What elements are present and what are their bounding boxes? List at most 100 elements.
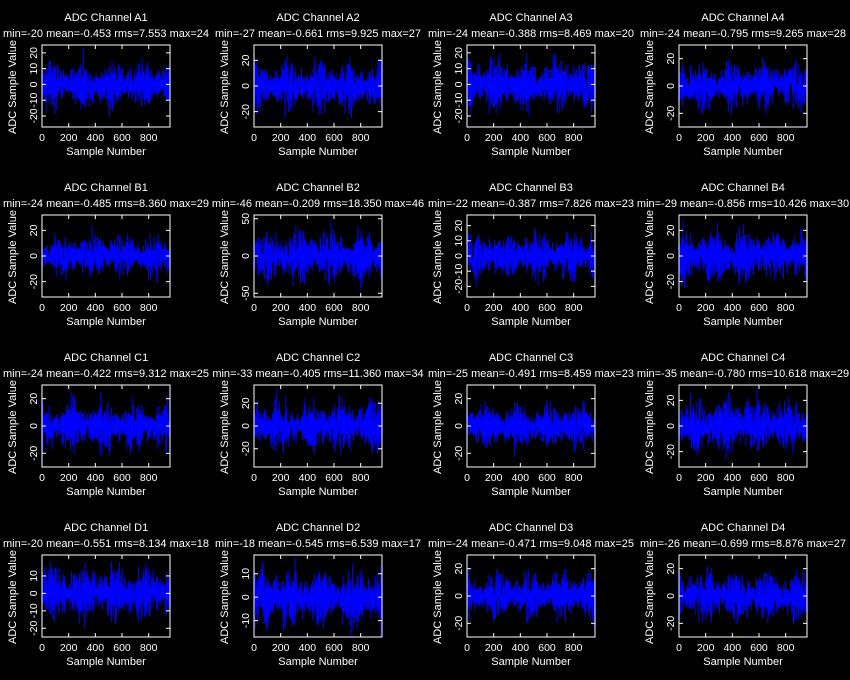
x-tick-label: 600 xyxy=(113,132,131,144)
x-tick-label: 400 xyxy=(299,302,317,314)
y-tick-label: -20 xyxy=(665,274,677,289)
chart-panel: ADC Channel C2 min=-33 mean=-0.405 rms=11… xyxy=(212,340,424,510)
y-tick-label: -20 xyxy=(665,106,677,121)
y-tick-label: -20 xyxy=(665,444,677,459)
plot-area: 0 200 400 600 800 -20-10 0 10 20 xyxy=(453,44,596,144)
x-axis-label: Sample Number xyxy=(703,486,783,498)
signal-trace xyxy=(466,227,596,288)
signal-trace xyxy=(253,388,383,455)
x-tick-label: 0 xyxy=(251,302,257,314)
axes-frame xyxy=(41,554,171,638)
plot-area: 0 200 400 600 800 -20 0 20 xyxy=(665,554,808,654)
y-tick-label: 0 xyxy=(240,253,252,259)
x-tick-label: 800 xyxy=(352,472,370,484)
x-tick-label: 0 xyxy=(39,132,45,144)
chart-title: ADC Channel C3 xyxy=(488,352,574,364)
chart-stats: min=-24 mean=-0.422 rms=9.312 max=25 xyxy=(2,368,210,380)
plot-area: 0 200 400 600 800 -10 0 10 xyxy=(240,554,383,654)
signal-trace xyxy=(41,226,171,284)
chart-title: ADC Channel B1 xyxy=(64,182,148,194)
x-tick-label: 0 xyxy=(464,302,470,314)
x-axis-label: Sample Number xyxy=(491,486,571,498)
y-tick-label: 20 xyxy=(240,397,252,409)
chart-stats: min=-27 mean=-0.661 rms=9.925 max=27 xyxy=(214,28,422,40)
y-tick-label: 10 xyxy=(28,570,40,582)
chart-panel: ADC Channel B2 min=-46 mean=-0.209 rms=18… xyxy=(212,170,424,340)
x-tick-label: 200 xyxy=(697,302,715,314)
x-tick-label: 200 xyxy=(272,642,290,654)
x-tick-label: 600 xyxy=(538,472,556,484)
x-axis-label: Sample Number xyxy=(66,316,146,328)
x-tick-label: 600 xyxy=(113,302,131,314)
x-tick-label: 600 xyxy=(325,472,343,484)
y-tick-label: -20 xyxy=(240,104,252,119)
y-tick-label: 10 xyxy=(453,63,465,75)
chart-panel: ADC Channel A3 min=-24 mean=-0.388 rms=8.… xyxy=(425,0,637,170)
chart-panel: ADC Channel B1 min=-24 mean=-0.485 rms=8.… xyxy=(0,170,212,340)
x-tick-label: 800 xyxy=(777,472,795,484)
chart-stats: min=-35 mean=-0.780 rms=10.618 max=29 xyxy=(636,368,850,380)
x-tick-label: 800 xyxy=(140,472,158,484)
x-tick-label: 200 xyxy=(60,302,78,314)
y-tick-label: 10 xyxy=(240,568,252,580)
y-tick-label: 0 xyxy=(453,423,465,429)
x-tick-label: 800 xyxy=(777,642,795,654)
y-tick-label: 0 xyxy=(28,81,40,87)
x-tick-label: 600 xyxy=(538,302,556,314)
chart-title: ADC Channel A1 xyxy=(64,12,148,24)
x-axis-label: Sample Number xyxy=(278,656,358,668)
x-tick-label: 800 xyxy=(565,642,583,654)
x-axis-label: Sample Number xyxy=(491,316,571,328)
x-tick-label: 400 xyxy=(512,132,530,144)
x-tick-label: 0 xyxy=(39,642,45,654)
y-tick-label: -10 xyxy=(453,92,465,107)
x-tick-label: 600 xyxy=(113,642,131,654)
x-tick-label: 0 xyxy=(464,472,470,484)
y-tick-label: 20 xyxy=(28,47,40,59)
y-tick-label: 0 xyxy=(240,594,252,600)
chart-panel: ADC Channel D3 min=-24 mean=-0.471 rms=9.… xyxy=(425,510,637,680)
y-tick-label: 20 xyxy=(665,53,677,65)
signal-trace xyxy=(678,219,808,289)
x-tick-label: 600 xyxy=(113,472,131,484)
y-tick-label: 10 xyxy=(453,235,465,247)
plot-area: 0 200 400 600 800 -20 0 20 xyxy=(453,384,596,484)
y-tick-label: -20 xyxy=(28,446,40,461)
chart-title: ADC Channel D1 xyxy=(63,522,149,534)
signal-trace xyxy=(678,565,808,625)
y-tick-label: -20 xyxy=(665,616,677,631)
chart-stats: min=-46 mean=-0.209 rms=18.350 max=46 xyxy=(211,198,425,210)
chart-panel: ADC Channel D4 min=-26 mean=-0.699 rms=8.… xyxy=(637,510,849,680)
chart-panel: ADC Channel A1 min=-20 mean=-0.453 rms=7.… xyxy=(0,0,212,170)
y-tick-label: 50 xyxy=(240,213,252,225)
x-tick-label: 200 xyxy=(60,642,78,654)
x-tick-label: 400 xyxy=(512,472,530,484)
plot-area: 0 200 400 600 800 -20 0 20 xyxy=(28,384,171,484)
chart-title: ADC Channel D4 xyxy=(700,522,786,534)
plot-area: 0 200 400 600 800 -20 0 20 xyxy=(453,554,596,654)
chart-stats: min=-25 mean=-0.491 rms=8.459 max=23 xyxy=(427,368,635,380)
y-tick-label: 0 xyxy=(665,253,677,259)
plot-area: 0 200 400 600 800 -20 0 20 xyxy=(240,384,383,484)
x-tick-label: 0 xyxy=(676,302,682,314)
x-tick-label: 400 xyxy=(87,472,105,484)
signal-trace xyxy=(253,221,383,291)
x-tick-label: 200 xyxy=(60,132,78,144)
x-tick-label: 400 xyxy=(299,132,317,144)
x-tick-label: 600 xyxy=(750,302,768,314)
chart-panel: ADC Channel C3 min=-25 mean=-0.491 rms=8.… xyxy=(425,340,637,510)
signal-trace xyxy=(466,52,596,117)
signal-trace xyxy=(253,557,383,637)
x-axis-label: Sample Number xyxy=(66,146,146,158)
y-tick-label: -20 xyxy=(453,279,465,294)
chart-panel: ADC Channel D1 min=-20 mean=-0.551 rms=8.… xyxy=(0,510,212,680)
x-tick-label: 600 xyxy=(538,132,556,144)
x-tick-label: 200 xyxy=(485,642,503,654)
x-tick-label: 600 xyxy=(538,642,556,654)
plot-area: 0 200 400 600 800 -20 0 20 xyxy=(665,384,808,484)
y-tick-label: 0 xyxy=(665,83,677,89)
x-tick-label: 0 xyxy=(676,472,682,484)
x-axis-label: Sample Number xyxy=(491,146,571,158)
plot-area: 0 200 400 600 800 -20 -10 0 10 xyxy=(28,554,171,654)
